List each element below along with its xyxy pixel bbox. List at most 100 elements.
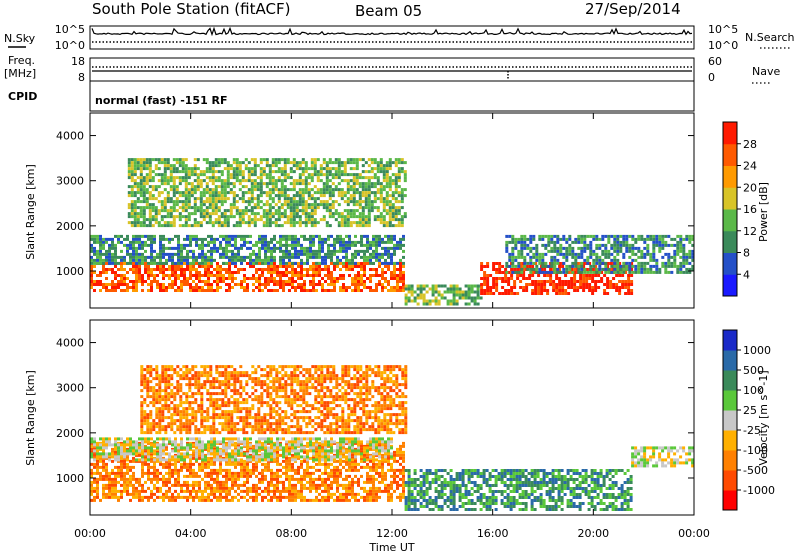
heatmap-cell <box>630 280 634 283</box>
heatmap-cell <box>96 483 99 487</box>
heatmap-cell <box>325 173 329 177</box>
heatmap-cell <box>267 462 270 466</box>
heatmap-cell <box>231 249 234 253</box>
heatmap-cell <box>422 296 426 300</box>
heatmap-cell <box>187 188 191 192</box>
heatmap-cell <box>508 240 512 244</box>
heatmap-cell <box>336 277 339 280</box>
heatmap-cell <box>240 246 243 250</box>
heatmap-cell <box>156 268 159 271</box>
heatmap-cell <box>253 164 257 168</box>
heatmap-cell <box>123 474 126 478</box>
heatmap-cell <box>114 289 117 292</box>
heatmap-cell <box>138 483 141 487</box>
freq-label: Freq. <box>8 54 35 67</box>
heatmap-cell <box>147 471 150 475</box>
heatmap-cell <box>513 283 517 286</box>
heatmap-cell <box>180 246 183 250</box>
heatmap-cell <box>148 194 152 198</box>
heatmap-cell <box>568 267 572 271</box>
heatmap-cell <box>189 261 192 265</box>
heatmap-cell <box>385 185 389 189</box>
heatmap-cell <box>298 161 302 165</box>
heatmap-cell <box>649 234 653 238</box>
heatmap-cell <box>243 240 246 244</box>
heatmap-cell <box>309 456 312 460</box>
heatmap-cell <box>108 489 111 493</box>
heatmap-cell <box>550 270 554 274</box>
heatmap-cell <box>319 173 323 177</box>
heatmap-cell <box>162 274 165 277</box>
heatmap-cell <box>562 234 566 238</box>
power-ylabel: Slant Range [km] <box>24 164 37 260</box>
heatmap-cell <box>476 284 480 288</box>
heatmap-cell <box>352 167 356 171</box>
heatmap-cell <box>547 270 551 274</box>
heatmap-cell <box>561 292 565 295</box>
heatmap-cell <box>631 249 635 253</box>
heatmap-cell <box>214 218 218 222</box>
heatmap-cell <box>300 459 303 463</box>
heatmap-cell <box>138 271 141 274</box>
heatmap-cell <box>297 468 300 472</box>
heatmap-cell <box>375 234 378 238</box>
heatmap-cell <box>129 240 132 244</box>
heatmap-cell <box>177 477 180 481</box>
heatmap-cell <box>394 218 398 222</box>
heatmap-cell <box>309 265 312 268</box>
heatmap-cell <box>535 270 539 274</box>
heatmap-cell <box>256 182 260 186</box>
heatmap-cell <box>105 258 108 262</box>
heatmap-cell <box>247 224 251 228</box>
heatmap-cell <box>367 218 371 222</box>
heatmap-cell <box>568 234 572 238</box>
heatmap-cell <box>387 289 390 292</box>
velocity-heatmap <box>90 365 695 511</box>
heatmap-cell <box>222 495 225 499</box>
heatmap-cell <box>402 243 405 247</box>
heatmap-cell <box>606 277 610 280</box>
heatmap-cell <box>370 209 374 213</box>
heatmap-cell <box>486 292 490 295</box>
heatmap-cell <box>244 158 248 162</box>
heatmap-cell <box>646 249 650 253</box>
heatmap-cell <box>135 234 138 238</box>
heatmap-cell <box>187 176 191 180</box>
heatmap-cell <box>283 185 287 189</box>
heatmap-cell <box>147 234 150 238</box>
heatmap-cell <box>210 258 213 262</box>
heatmap-cell <box>144 258 147 262</box>
heatmap-cell <box>223 158 227 162</box>
heatmap-cell <box>268 191 272 195</box>
heatmap-cell <box>189 255 192 259</box>
heatmap-cell <box>136 161 140 165</box>
heatmap-cell <box>282 459 285 463</box>
heatmap-cell <box>193 179 197 183</box>
heatmap-cell <box>391 206 395 210</box>
heatmap-cell <box>171 265 174 268</box>
heatmap-cell <box>382 221 386 225</box>
heatmap-cell <box>151 209 155 213</box>
heatmap-cell <box>492 268 496 271</box>
heatmap-cell <box>282 286 285 289</box>
heatmap-cell <box>273 249 276 253</box>
heatmap-cell <box>437 302 441 306</box>
heatmap-cell <box>300 274 303 277</box>
heatmap-cell <box>171 492 174 496</box>
heatmap-cell <box>226 182 230 186</box>
heatmap-cell <box>243 471 246 475</box>
heatmap-cell <box>135 258 138 262</box>
heatmap-cell <box>154 158 158 162</box>
heatmap-cell <box>132 286 135 289</box>
heatmap-cell <box>376 191 380 195</box>
heatmap-cell <box>304 212 308 216</box>
heatmap-cell <box>139 185 143 189</box>
heatmap-cell <box>219 234 222 238</box>
heatmap-cell <box>108 480 111 484</box>
heatmap-cell <box>201 468 204 472</box>
heatmap-cell <box>151 158 155 162</box>
heatmap-cell <box>187 215 191 219</box>
heatmap-cell <box>523 258 527 262</box>
heatmap-cell <box>319 191 323 195</box>
heatmap-cell <box>303 246 306 250</box>
